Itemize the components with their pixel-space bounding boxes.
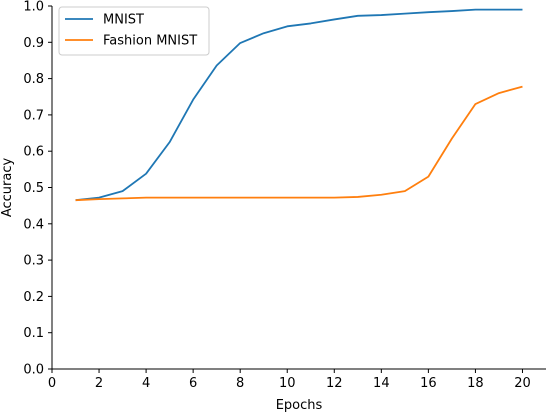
y-tick-label: 0.1 [23,326,44,341]
legend-box [58,6,210,56]
x-tick-label: 8 [236,376,244,391]
x-tick-label: 20 [514,376,531,391]
x-tick-label: 2 [95,376,103,391]
ticks: 0 2 4 6 8 10 12 14 16 18 20 0.0 0.1 0.2 0.3 0.4 0.5 0.6 0.… [23,0,530,391]
series-line-fashion-mnist [75,85,523,202]
y-tick-label: 0.8 [23,72,44,87]
legend: MNIST Fashion MNIST [58,6,210,56]
y-tick-label: 0.6 [23,145,44,160]
y-tick-label: 0.7 [23,108,44,123]
x-tick-label: 4 [142,376,150,391]
series-line-mnist [75,8,523,202]
y-tick-label: 0.5 [23,181,44,196]
x-tick-label: 14 [373,376,390,391]
legend-label: Fashion MNIST [103,34,197,49]
legend-label: MNIST [103,13,144,28]
y-tick-label: 0.0 [23,363,44,378]
y-tick-label: 1.0 [23,0,44,15]
y-tick-label: 0.9 [23,36,44,51]
y-tick-label: 0.3 [23,254,44,269]
y-tick-label: 0.4 [23,217,44,232]
x-tick-label: 10 [279,376,296,391]
x-tick-label: 6 [189,376,197,391]
x-tick-label: 16 [420,376,437,391]
y-axis-label: Accuracy [0,158,15,218]
x-axis-label: Epochs [276,398,323,412]
x-tick-label: 18 [467,376,484,391]
x-tick-label: 0 [48,376,56,391]
x-tick-label: 12 [326,376,343,391]
y-tick-label: 0.2 [23,290,44,305]
series-lines [75,8,523,202]
